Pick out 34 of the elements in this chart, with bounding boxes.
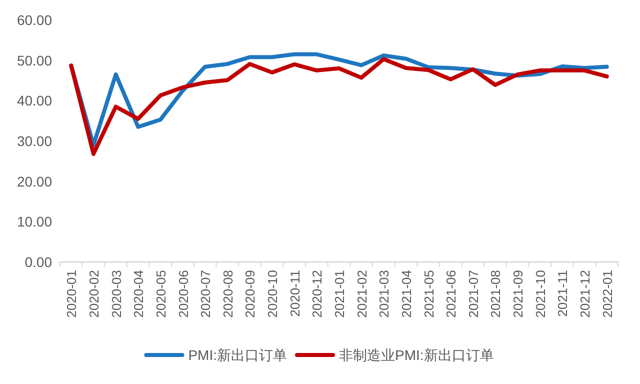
y-tick-label: 30.00 bbox=[16, 133, 52, 149]
y-tick-label: 10.00 bbox=[16, 214, 52, 230]
x-tick-label: 2020-06 bbox=[176, 270, 191, 318]
x-tick-label: 2021-08 bbox=[488, 270, 504, 318]
y-tick-label: 0.00 bbox=[24, 254, 52, 270]
x-tick-label: 2021-01 bbox=[332, 270, 347, 318]
x-tick-label: 2020-01 bbox=[64, 270, 80, 318]
x-tick-label: 2020-05 bbox=[153, 270, 168, 318]
x-tick-label: 2020-07 bbox=[198, 270, 214, 318]
x-tick-label: 2020-08 bbox=[220, 270, 236, 318]
x-tick-label: 2021-10 bbox=[532, 270, 548, 318]
x-tick-label: 2020-09 bbox=[242, 270, 258, 318]
x-tick-label: 2021-12 bbox=[578, 270, 593, 318]
x-tick-label: 2021-03 bbox=[376, 270, 392, 318]
x-tick-label: 2021-06 bbox=[444, 270, 459, 318]
legend-label: 非制造业PMI:新出口订单 bbox=[339, 347, 494, 363]
x-tick-label: 2021-05 bbox=[421, 270, 436, 318]
x-tick-label: 2020-11 bbox=[287, 270, 302, 317]
x-tick-label: 2020-03 bbox=[108, 270, 124, 318]
x-tick-label: 2020-12 bbox=[310, 270, 325, 318]
x-tick-label: 2021-04 bbox=[398, 270, 414, 318]
x-tick-label: 2021-02 bbox=[354, 270, 370, 318]
x-tick-label: 2020-10 bbox=[265, 270, 280, 318]
x-tick-label: 2022-01 bbox=[600, 270, 615, 318]
legend-label: PMI:新出口订单 bbox=[188, 347, 287, 363]
x-tick-label: 2020-02 bbox=[86, 270, 102, 318]
x-tick-label: 2020-04 bbox=[131, 270, 146, 318]
x-tick-label: 2021-09 bbox=[510, 270, 526, 318]
y-tick-label: 20.00 bbox=[16, 173, 52, 190]
y-tick-label: 40.00 bbox=[16, 92, 52, 109]
y-tick-label: 50.00 bbox=[16, 52, 52, 68]
y-tick-label: 60.00 bbox=[16, 12, 52, 28]
x-tick-label: 2021-07 bbox=[466, 270, 481, 318]
x-tick-label: 2021-11 bbox=[555, 270, 570, 317]
